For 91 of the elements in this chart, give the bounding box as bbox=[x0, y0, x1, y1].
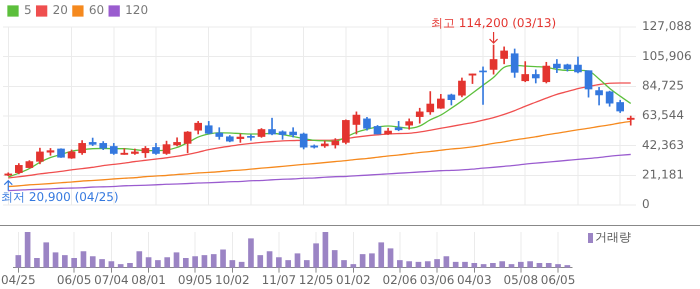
bar bbox=[285, 260, 292, 268]
x-tick-label: 09/05 bbox=[178, 272, 212, 287]
bar bbox=[406, 261, 412, 268]
bar bbox=[192, 256, 198, 268]
bar bbox=[424, 261, 431, 268]
bar bbox=[360, 254, 366, 268]
y-tick-label: 84,725 bbox=[642, 78, 684, 92]
x-tick-label: 11/07 bbox=[262, 272, 296, 287]
x-tick-label: 01/02 bbox=[336, 272, 371, 287]
bar bbox=[52, 252, 58, 268]
y-tick-label: 0 bbox=[642, 197, 650, 212]
x-tick-label: 05/08 bbox=[504, 272, 538, 287]
x-tick-label: 04/03 bbox=[456, 272, 492, 287]
bar bbox=[444, 256, 450, 268]
x-tick-label: 10/02 bbox=[215, 272, 250, 287]
bar bbox=[210, 254, 217, 268]
y-tick-label: 105,906 bbox=[642, 48, 692, 63]
x-tick-label: 02/06 bbox=[382, 272, 418, 287]
bar bbox=[452, 262, 459, 268]
bar bbox=[527, 261, 533, 268]
legend-label: 20 bbox=[52, 3, 68, 18]
bar bbox=[202, 255, 208, 268]
bar bbox=[90, 256, 96, 268]
bar bbox=[164, 257, 170, 268]
bar bbox=[397, 260, 403, 268]
bar bbox=[238, 262, 244, 268]
bar bbox=[378, 242, 384, 268]
legend-label: 5 bbox=[24, 3, 32, 18]
bar bbox=[118, 264, 124, 268]
bar bbox=[350, 264, 356, 268]
bar bbox=[369, 253, 375, 268]
bar bbox=[434, 259, 440, 268]
bar bbox=[34, 258, 40, 268]
x-tick-label: 03/06 bbox=[420, 272, 454, 287]
y-tick-label: 21,181 bbox=[642, 167, 684, 182]
bar bbox=[555, 264, 561, 268]
bar bbox=[43, 242, 50, 268]
x-tick-label: 08/01 bbox=[131, 272, 166, 287]
bar bbox=[62, 255, 68, 268]
bar bbox=[518, 262, 524, 268]
bar bbox=[546, 263, 552, 268]
bar bbox=[490, 263, 496, 268]
bar bbox=[294, 253, 300, 268]
bar bbox=[499, 261, 506, 268]
bar bbox=[230, 260, 236, 268]
bar bbox=[341, 260, 347, 268]
y-tick-label: 42,363 bbox=[642, 138, 684, 152]
x-tick-label: 06/05 bbox=[56, 272, 92, 287]
bar bbox=[416, 262, 422, 268]
x-tick-label: 07/04 bbox=[94, 272, 129, 287]
legend-label: 60 bbox=[88, 3, 104, 18]
bar bbox=[462, 262, 468, 268]
bar bbox=[313, 243, 319, 268]
bar bbox=[108, 261, 114, 268]
x-tick-label: 04/25 bbox=[1, 272, 36, 287]
y-tick-label: 127,088 bbox=[642, 19, 692, 34]
legend-label: 120 bbox=[125, 3, 148, 18]
candlestick bbox=[479, 66, 487, 105]
bar bbox=[322, 232, 328, 268]
bar bbox=[276, 257, 282, 268]
bar bbox=[257, 255, 264, 268]
y-tick-label: 63,544 bbox=[642, 108, 684, 122]
bar bbox=[71, 258, 77, 268]
bar bbox=[99, 259, 105, 268]
x-tick-label: 06/05 bbox=[540, 272, 576, 287]
bar bbox=[388, 248, 394, 268]
bar bbox=[266, 251, 272, 268]
bar bbox=[15, 255, 22, 268]
bar bbox=[480, 264, 486, 268]
annotation: 최고 114,200 (03/13) bbox=[430, 16, 556, 30]
bar bbox=[182, 258, 189, 268]
bar bbox=[536, 263, 542, 268]
annotation: 최저 20,900 (04/25) bbox=[1, 190, 119, 204]
bar bbox=[136, 251, 142, 268]
bar bbox=[127, 263, 133, 268]
candlestick bbox=[468, 74, 476, 84]
bar bbox=[471, 263, 478, 268]
bar bbox=[220, 249, 226, 268]
bar bbox=[80, 251, 86, 268]
bar bbox=[304, 260, 310, 268]
bar bbox=[174, 252, 180, 268]
bar bbox=[332, 250, 338, 268]
bar bbox=[146, 257, 152, 268]
bar bbox=[24, 232, 30, 268]
line-series bbox=[8, 154, 632, 192]
bar bbox=[564, 265, 570, 268]
bar bbox=[248, 238, 254, 268]
x-tick-label: 12/05 bbox=[298, 272, 334, 287]
bar bbox=[155, 260, 161, 268]
legend-label: 거래량 bbox=[595, 230, 631, 244]
bar bbox=[508, 264, 514, 268]
